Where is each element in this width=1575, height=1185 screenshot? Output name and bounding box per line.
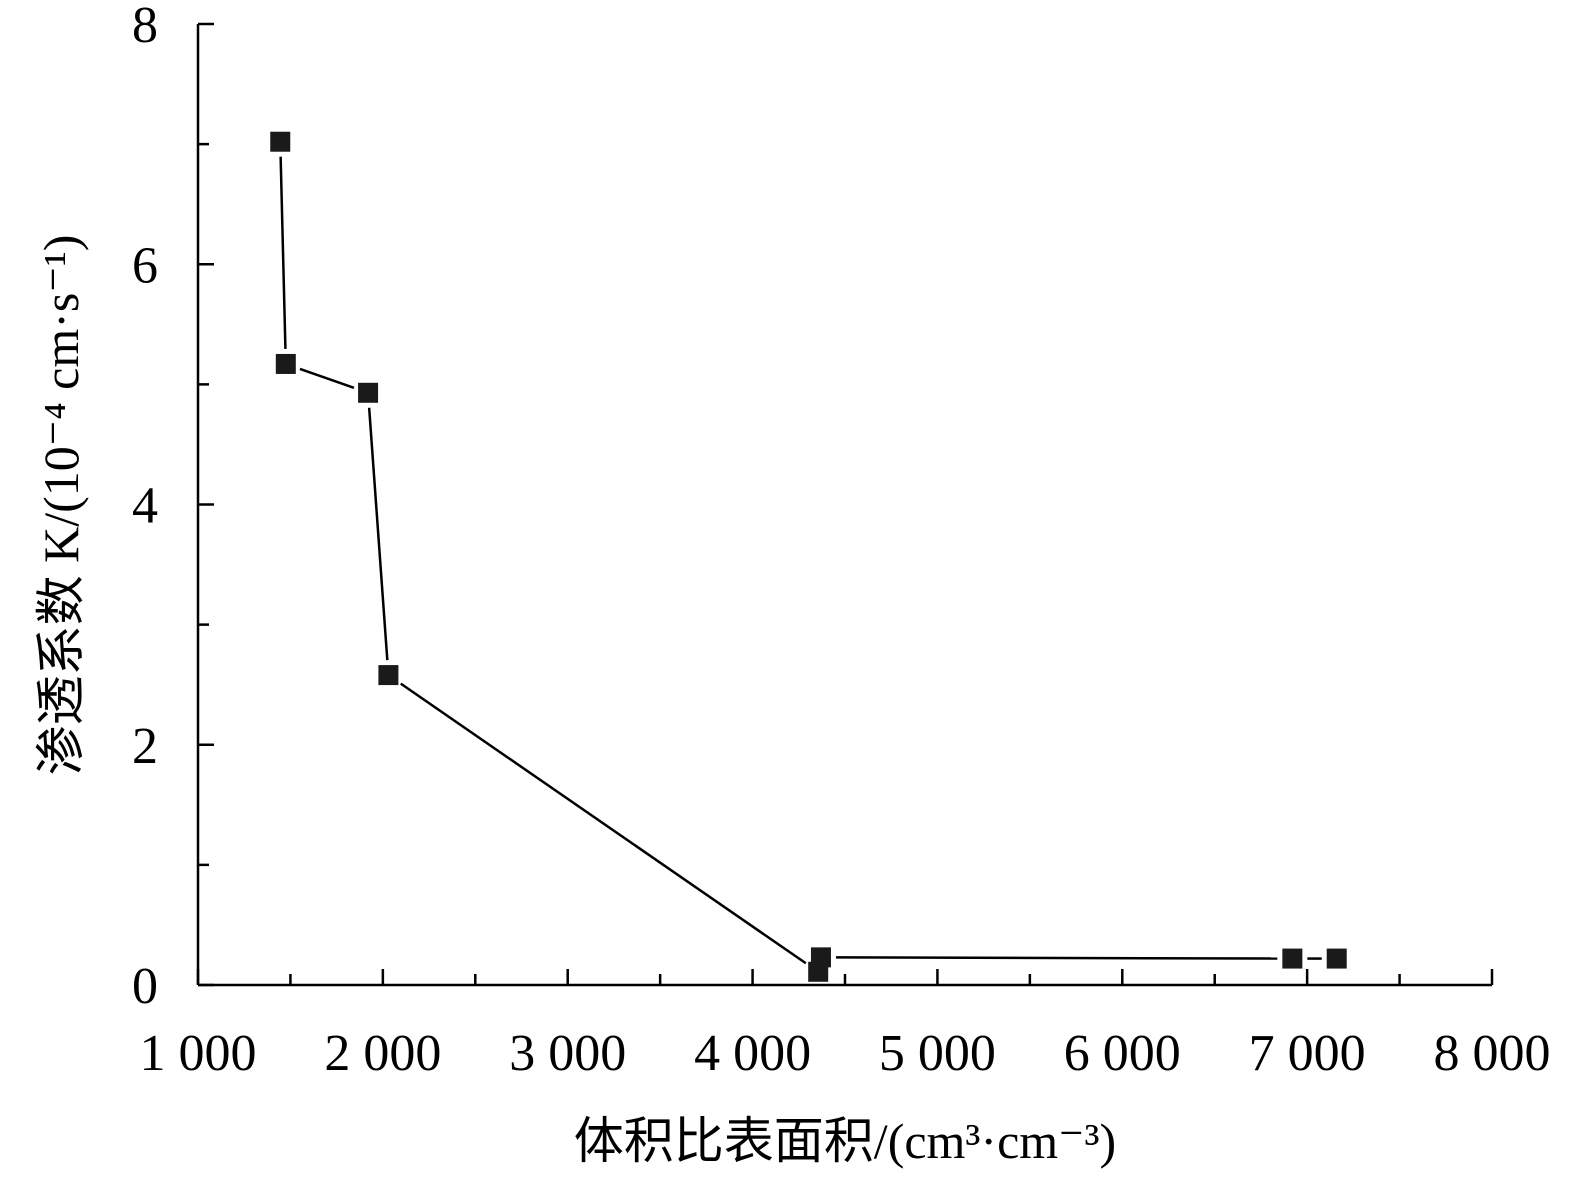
- series-line-segment: [279, 156, 287, 349]
- series-line-segment: [400, 682, 807, 965]
- data-point-marker: [1282, 948, 1303, 969]
- data-point-marker: [810, 947, 831, 968]
- y-tick-label: 0: [132, 958, 158, 1015]
- x-tick-label: 1 000: [140, 1025, 257, 1082]
- series-layer: [270, 131, 1347, 982]
- axes: 1 000 2 000 3 000 4 000 5 000 6 000 7 000 8 000…: [132, 0, 1551, 1082]
- data-point-marker: [1326, 948, 1347, 969]
- x-tick-label: 4 000: [694, 1025, 811, 1082]
- x-tick-label: 3 000: [509, 1025, 626, 1082]
- x-tick-label: 7 000: [1249, 1025, 1366, 1082]
- data-point-marker: [358, 382, 379, 403]
- x-axis-label: 体积比表面积/(cm³·cm⁻³): [574, 1113, 1116, 1169]
- y-tick-label: 4: [132, 478, 158, 535]
- y-tick-label: 2: [132, 718, 158, 775]
- y-axis-label: 渗透系数 K/(10⁻⁴ cm·s⁻¹): [33, 235, 89, 776]
- x-tick-label: 8 000: [1434, 1025, 1551, 1082]
- y-tick-label: 6: [132, 237, 158, 294]
- data-point-marker: [270, 131, 291, 152]
- data-point-marker: [275, 353, 296, 374]
- y-tick-label: 8: [132, 0, 158, 54]
- x-tick-label: 5 000: [879, 1025, 996, 1082]
- series-line-segment: [835, 956, 1278, 960]
- x-tick-label: 6 000: [1064, 1025, 1181, 1082]
- data-point-marker: [378, 665, 399, 686]
- series-line-segment: [299, 367, 355, 390]
- x-tick-label: 2 000: [324, 1025, 441, 1082]
- series-line-segment: [367, 407, 389, 661]
